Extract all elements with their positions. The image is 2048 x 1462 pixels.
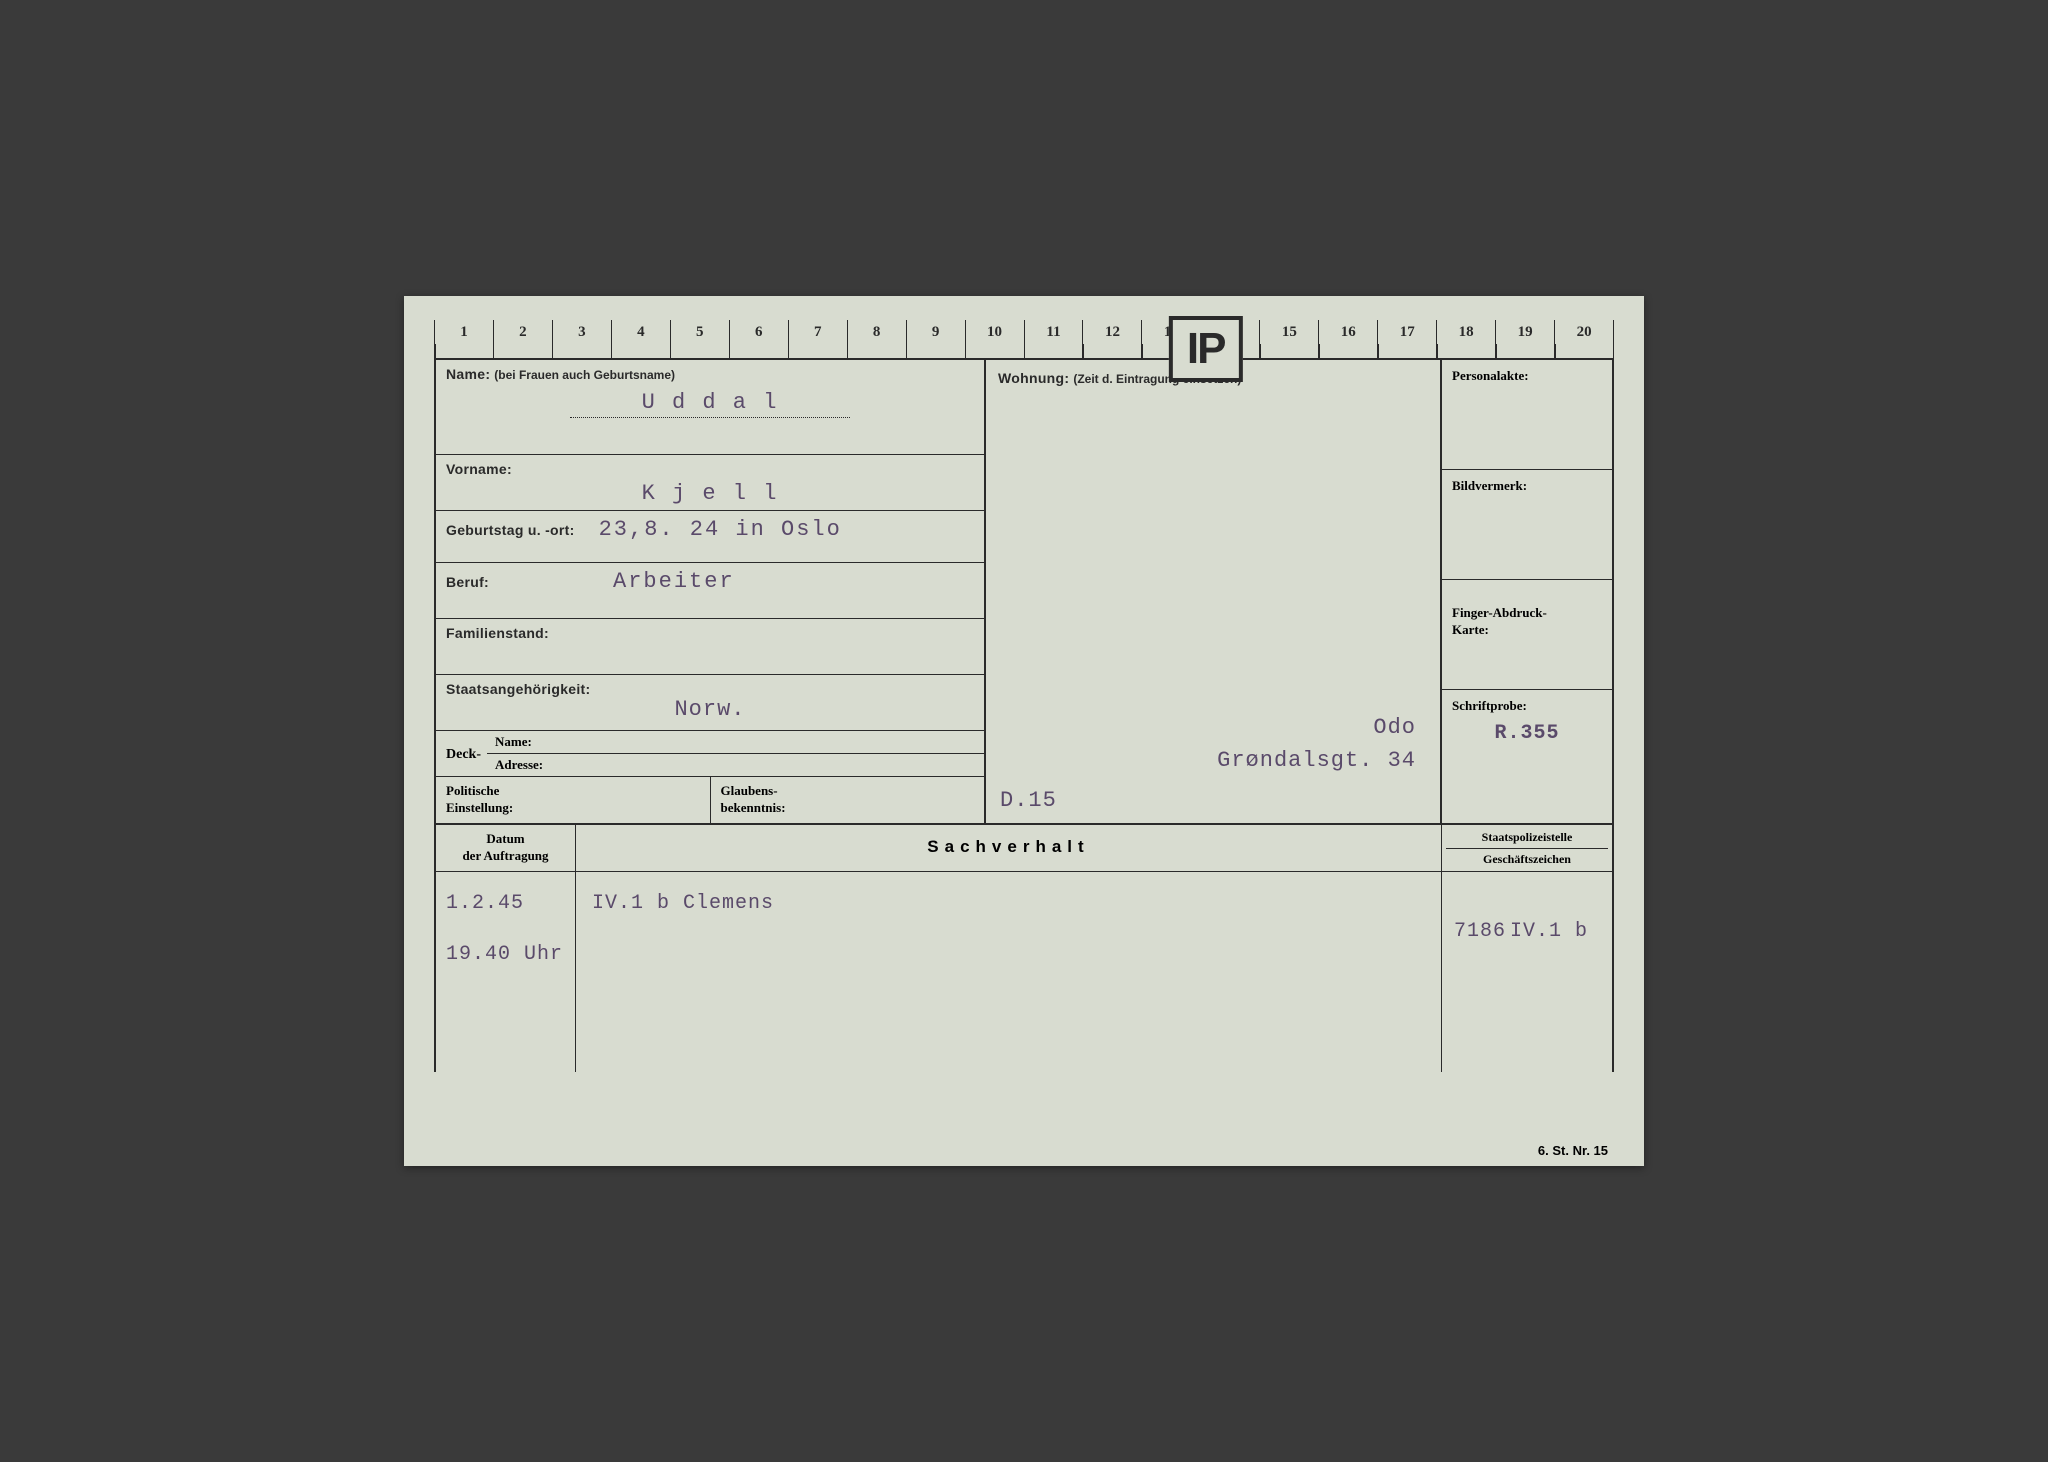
- wohnung-street: Grøndalsgt. 34: [1217, 748, 1416, 773]
- ip-stamp: IP: [1169, 316, 1243, 382]
- bottom-header: Datum der Auftragung Sachverhalt Staatsp…: [434, 825, 1614, 873]
- gz-cell: 7186 IV.1 b: [1442, 872, 1612, 1072]
- datum-header: Datum der Auftragung: [436, 825, 576, 872]
- geschaeftszeichen-label: Geschäftszeichen: [1446, 851, 1608, 868]
- ruler-mark: 6: [729, 320, 788, 358]
- staatsang-field: Staatsangehörigkeit: Norw.: [436, 675, 984, 731]
- schriftprobe-box: Schriftprobe: R.355: [1442, 690, 1612, 755]
- personalakte-label: Personalakte:: [1452, 368, 1529, 383]
- datum2: 19.40 Uhr: [446, 943, 563, 966]
- gz1: 7186: [1454, 920, 1506, 943]
- beruf-value: Arbeiter: [613, 569, 735, 594]
- sachverhalt-header: Sachverhalt: [576, 825, 1442, 872]
- ruler-mark: 10: [965, 320, 1024, 358]
- glauben-label: Glaubens- bekenntnis:: [711, 777, 985, 823]
- name-label: Name:: [446, 366, 490, 382]
- deck-field: Deck- Name: Adresse:: [436, 731, 984, 777]
- form-number: 6. St. Nr. 15: [1538, 1143, 1608, 1158]
- fingerabdruck-box: Finger-Abdruck- Karte:: [1442, 580, 1612, 690]
- ruler-mark: 16: [1318, 320, 1377, 358]
- datum-cell: 1.2.45 19.40 Uhr: [436, 872, 576, 1072]
- vorname-field: Vorname: K j e l l: [436, 455, 984, 511]
- familienstand-field: Familienstand:: [436, 619, 984, 675]
- ruler-mark: 19: [1495, 320, 1554, 358]
- bottom-body: 1.2.45 19.40 Uhr IV.1 b Clemens 7186 IV.…: [434, 872, 1614, 1072]
- schriftprobe-value: R.355: [1452, 721, 1602, 747]
- bildvermerk-label: Bildvermerk:: [1452, 478, 1527, 493]
- deck-adresse-label: Adresse:: [487, 754, 984, 776]
- staatspolizei-label: Staatspolizeistelle: [1446, 829, 1608, 849]
- ruler-mark: 18: [1436, 320, 1495, 358]
- gz-header: Staatspolizeistelle Geschäftszeichen: [1442, 825, 1612, 872]
- familienstand-label: Familienstand:: [446, 625, 549, 641]
- geburtstag-label: Geburtstag u. -ort:: [446, 522, 575, 538]
- ruler-mark: 15: [1259, 320, 1318, 358]
- left-column: Name: (bei Frauen auch Geburtsname) U d …: [436, 360, 986, 823]
- gz2: IV.1 b: [1510, 920, 1588, 943]
- personalakte-box: Personalakte:: [1442, 360, 1612, 470]
- bildvermerk-box: Bildvermerk:: [1442, 470, 1612, 580]
- ruler-mark: 2: [493, 320, 552, 358]
- right-column: Personalakte: Bildvermerk: Finger-Abdruc…: [1442, 360, 1612, 823]
- wohnung-content: Odo Grøndalsgt. 34: [1217, 715, 1416, 773]
- sachverhalt-value: IV.1 b Clemens: [592, 892, 774, 915]
- ruler-mark: 3: [552, 320, 611, 358]
- ruler-mark: 12: [1082, 320, 1141, 358]
- main-grid: Name: (bei Frauen auch Geburtsname) U d …: [434, 360, 1614, 825]
- ruler-mark: 8: [847, 320, 906, 358]
- ruler-mark: 20: [1554, 320, 1614, 358]
- fingerabdruck-label: Finger-Abdruck- Karte:: [1452, 605, 1547, 637]
- name-value: U d d a l: [570, 390, 850, 418]
- middle-column: IP Wohnung: (Zeit d. Eintragung einsetze…: [986, 360, 1442, 823]
- ruler: 1234567891011121314151617181920: [434, 320, 1614, 360]
- geburtstag-value: 23,8. 24 in Oslo: [599, 517, 842, 542]
- staatsang-label: Staatsangehörigkeit:: [446, 681, 590, 697]
- ruler-mark: 17: [1377, 320, 1436, 358]
- ruler-mark: 9: [906, 320, 965, 358]
- vorname-value: K j e l l: [642, 481, 779, 506]
- deck-label: Deck-: [436, 731, 487, 776]
- deck-name-label: Name:: [487, 731, 984, 754]
- index-card: 1234567891011121314151617181920 Name: (b…: [404, 296, 1644, 1166]
- datum1: 1.2.45: [446, 892, 524, 915]
- d15-value: D.15: [1000, 788, 1057, 813]
- wohnung-city: Odo: [1373, 715, 1416, 740]
- politik-label: Politische Einstellung:: [436, 777, 711, 823]
- vorname-label: Vorname:: [446, 461, 512, 477]
- sachverhalt-cell: IV.1 b Clemens: [576, 872, 1442, 1072]
- wohnung-label: Wohnung:: [998, 370, 1069, 386]
- name-hint: (bei Frauen auch Geburtsname): [494, 368, 675, 382]
- name-field: Name: (bei Frauen auch Geburtsname) U d …: [436, 360, 984, 455]
- politik-row: Politische Einstellung: Glaubens- bekenn…: [436, 777, 984, 823]
- ruler-mark: 5: [670, 320, 729, 358]
- ruler-mark: 11: [1024, 320, 1083, 358]
- ruler-mark: 7: [788, 320, 847, 358]
- ruler-mark: 4: [611, 320, 670, 358]
- beruf-field: Beruf: Arbeiter: [436, 563, 984, 619]
- beruf-label: Beruf:: [446, 574, 489, 590]
- ruler-mark: 1: [434, 320, 493, 358]
- staatsang-value: Norw.: [674, 697, 745, 722]
- schriftprobe-label: Schriftprobe:: [1452, 698, 1527, 713]
- geburtstag-field: Geburtstag u. -ort: 23,8. 24 in Oslo: [436, 511, 984, 563]
